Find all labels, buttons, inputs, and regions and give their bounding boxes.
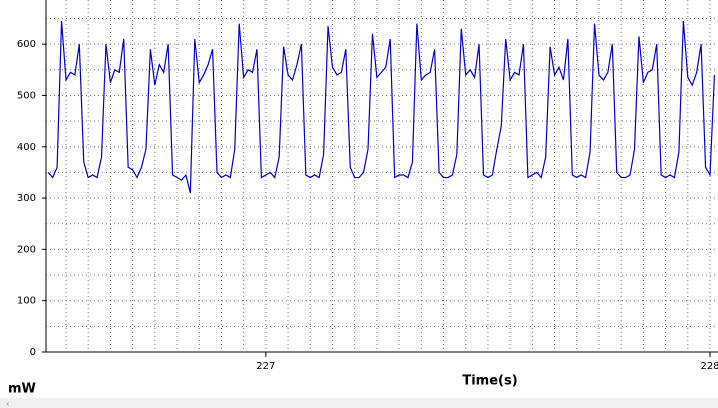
y-axis-label: mW [8,382,36,397]
scroll-arrow[interactable]: ‹ [6,400,10,408]
ticks: 0 100 200 300 400 500 600 227 228 [17,39,718,372]
y-tick-label: 0 [30,347,36,358]
scrollbar[interactable] [0,398,718,408]
x-tick-label: 227 [256,361,275,372]
plot-area [47,20,716,194]
x-tick-label: 228 [700,361,718,372]
y-tick-label: 500 [17,90,36,101]
y-tick-label: 300 [17,193,36,204]
data-line [47,20,716,194]
y-tick-label: 200 [17,244,36,255]
x-axis-label: Time(s) [462,374,517,389]
grid [46,0,718,352]
y-tick-label: 100 [17,296,36,307]
y-tick-label: 600 [17,39,36,50]
y-tick-label: 400 [17,142,36,153]
